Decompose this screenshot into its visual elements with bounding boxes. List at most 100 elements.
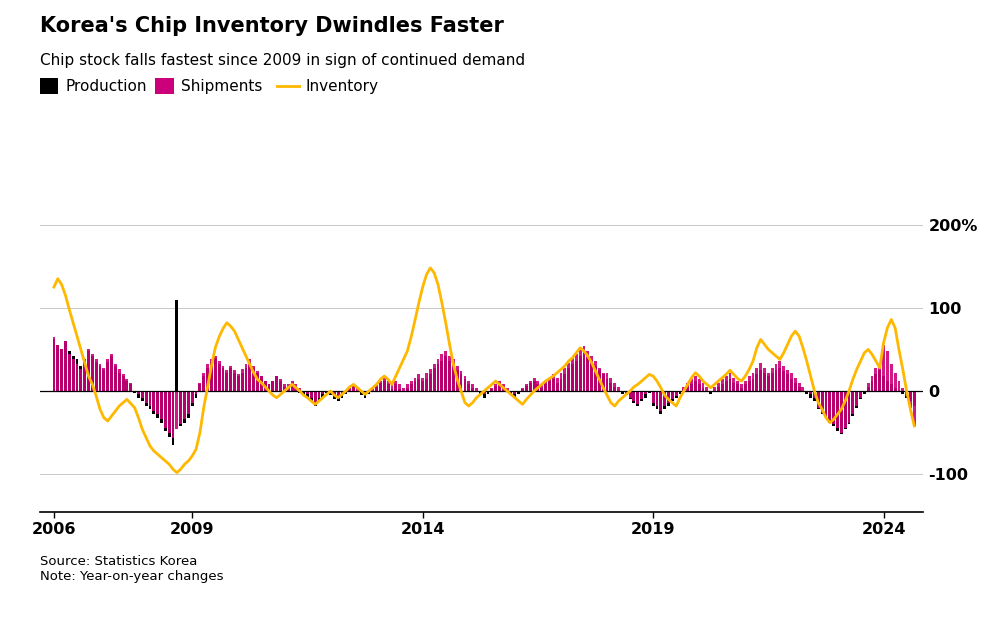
Bar <box>455 370 458 391</box>
Bar <box>813 391 815 401</box>
Bar <box>341 391 343 394</box>
Bar <box>356 388 359 391</box>
Bar <box>236 374 239 391</box>
Bar <box>87 351 90 391</box>
Bar <box>866 387 869 391</box>
Bar <box>697 379 700 391</box>
Bar <box>129 384 132 391</box>
Bar <box>851 391 854 414</box>
Bar <box>859 391 861 399</box>
Bar <box>83 359 86 391</box>
Bar <box>406 388 409 391</box>
Bar <box>628 391 631 397</box>
Bar <box>91 354 93 391</box>
Bar <box>885 381 888 391</box>
Bar <box>689 379 692 391</box>
Bar <box>125 381 128 391</box>
Bar <box>704 387 707 391</box>
Bar <box>723 376 726 391</box>
Bar <box>287 387 290 391</box>
Bar <box>813 391 815 397</box>
Bar <box>425 379 428 391</box>
Bar <box>298 391 301 392</box>
Text: Source: Statistics Korea
Note: Year-on-year changes: Source: Statistics Korea Note: Year-on-y… <box>40 555 223 583</box>
Bar <box>494 384 497 391</box>
Bar <box>578 349 581 391</box>
Bar <box>260 376 263 391</box>
Bar <box>387 381 389 391</box>
Bar <box>685 387 688 391</box>
Bar <box>256 371 259 391</box>
Bar <box>635 391 638 404</box>
Bar <box>202 376 205 391</box>
Bar <box>452 366 454 391</box>
Text: Chip stock falls fastest since 2009 in sign of continued demand: Chip stock falls fastest since 2009 in s… <box>40 53 525 68</box>
Bar <box>256 373 259 391</box>
Bar <box>521 389 523 391</box>
Bar <box>597 370 600 391</box>
Bar <box>225 373 228 391</box>
Bar <box>306 391 309 394</box>
Bar <box>674 391 677 397</box>
Bar <box>832 391 835 426</box>
Bar <box>490 389 493 391</box>
Bar <box>805 391 808 394</box>
Bar <box>232 370 235 391</box>
Bar <box>701 383 703 391</box>
Bar <box>209 359 212 391</box>
Bar <box>866 383 869 391</box>
Bar <box>697 384 700 391</box>
Bar <box>206 368 208 391</box>
Bar <box>889 384 892 391</box>
Bar <box>283 384 286 391</box>
Bar <box>213 356 216 391</box>
Bar <box>152 391 155 411</box>
Bar <box>375 384 378 391</box>
Bar <box>440 354 443 391</box>
Bar <box>593 361 596 391</box>
Bar <box>482 391 485 397</box>
Bar <box>509 391 512 394</box>
Bar <box>275 376 278 391</box>
Bar <box>413 381 416 391</box>
Bar <box>486 391 489 394</box>
Bar <box>712 387 715 391</box>
Bar <box>851 391 854 416</box>
Bar <box>651 391 654 402</box>
Bar <box>589 361 592 391</box>
Bar <box>117 373 120 391</box>
Bar <box>735 384 738 391</box>
Bar <box>632 391 634 402</box>
Bar <box>321 391 324 397</box>
Bar <box>318 391 320 401</box>
Bar <box>790 379 792 391</box>
Bar <box>110 356 113 391</box>
Bar <box>321 391 324 394</box>
Bar <box>202 373 205 391</box>
Bar <box>64 341 67 391</box>
Bar <box>394 381 397 391</box>
Bar <box>567 363 569 391</box>
Bar <box>156 391 159 414</box>
Bar <box>655 391 657 409</box>
Bar <box>436 359 439 391</box>
Bar <box>716 383 719 391</box>
Bar <box>790 373 792 391</box>
Bar <box>148 391 151 409</box>
Bar <box>240 373 243 391</box>
Bar <box>56 345 59 391</box>
Bar <box>912 391 915 426</box>
Bar <box>544 384 546 391</box>
Bar <box>897 381 900 391</box>
Bar <box>186 391 189 414</box>
Bar <box>206 364 208 391</box>
Bar <box>551 374 554 391</box>
Bar <box>194 391 197 397</box>
Bar <box>129 383 132 391</box>
Bar <box>885 351 888 391</box>
Bar <box>448 361 451 391</box>
Bar <box>152 391 155 414</box>
Bar <box>743 384 746 391</box>
Bar <box>79 366 82 391</box>
Bar <box>750 373 754 391</box>
